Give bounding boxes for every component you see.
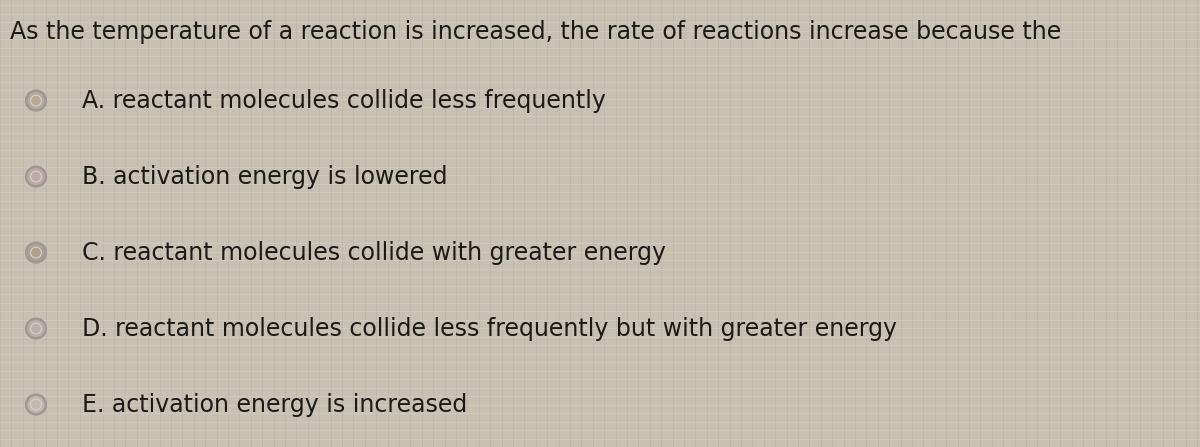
Text: As the temperature of a reaction is increased, the rate of reactions increase be: As the temperature of a reaction is incr… bbox=[10, 20, 1061, 44]
Ellipse shape bbox=[26, 395, 46, 414]
Ellipse shape bbox=[26, 243, 46, 262]
Text: C. reactant molecules collide with greater energy: C. reactant molecules collide with great… bbox=[82, 240, 666, 265]
Text: B. activation energy is lowered: B. activation energy is lowered bbox=[82, 164, 448, 189]
Text: E. activation energy is increased: E. activation energy is increased bbox=[82, 392, 467, 417]
Ellipse shape bbox=[26, 167, 46, 186]
Text: A. reactant molecules collide less frequently: A. reactant molecules collide less frequ… bbox=[82, 89, 606, 113]
Text: D. reactant molecules collide less frequently but with greater energy: D. reactant molecules collide less frequ… bbox=[82, 316, 896, 341]
Ellipse shape bbox=[26, 91, 46, 110]
Ellipse shape bbox=[26, 319, 46, 338]
